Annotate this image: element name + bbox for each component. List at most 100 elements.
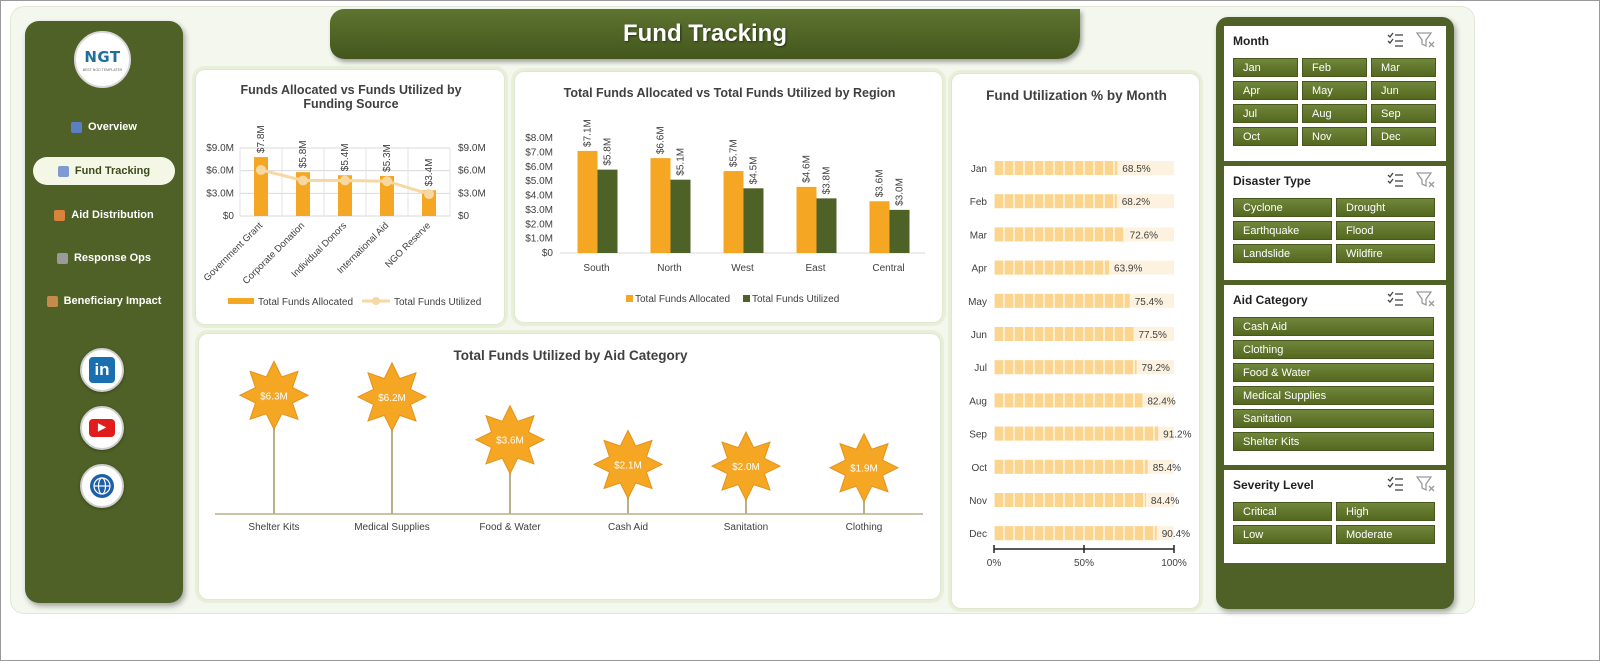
clear-filter-icon[interactable]	[1415, 31, 1436, 54]
legend-swatch-utilized	[743, 295, 750, 302]
sidebar-item-beneficiary-impact[interactable]: Beneficiary Impact	[33, 287, 175, 315]
legend-marker-utilized	[372, 297, 380, 305]
slicer-option-low[interactable]: Low	[1233, 525, 1332, 544]
bar-allocated	[338, 175, 352, 216]
multi-select-icon[interactable]	[1386, 171, 1404, 194]
bar-allocated	[796, 186, 817, 253]
bar-value	[994, 260, 1110, 275]
data-label: $3.0M	[895, 178, 906, 206]
slicer-option-cyclone[interactable]: Cyclone	[1233, 198, 1332, 217]
sidebar-item-response-ops[interactable]: Response Ops	[33, 244, 175, 272]
y-tick-label: $3.0M	[525, 205, 553, 216]
slicer-option-high[interactable]: High	[1336, 502, 1435, 521]
aid-category-chart: $6.3M Shelter Kits $6.2M Medical Supplies $3…	[215, 360, 923, 533]
multi-select-icon[interactable]	[1386, 31, 1404, 54]
x-tick-label: Clothing	[846, 522, 883, 533]
multi-select-icon[interactable]	[1386, 475, 1404, 498]
slicer-option-critical[interactable]: Critical	[1233, 502, 1332, 521]
legend-label: Total Funds Allocated	[635, 294, 730, 305]
y-tick-label: $6.0M	[206, 166, 234, 177]
bar-allocated	[723, 171, 744, 253]
slicer-option-jan[interactable]: Jan	[1233, 58, 1298, 77]
slicer-option-flood[interactable]: Flood	[1336, 221, 1435, 240]
slicer-option-may[interactable]: May	[1302, 81, 1367, 100]
y-tick-label: Oct	[971, 463, 987, 474]
y-tick-label: $6.0M	[458, 166, 486, 177]
data-label: $5.4M	[340, 143, 351, 171]
lollipop-star	[828, 432, 900, 503]
clipboard-icon	[46, 295, 58, 307]
linkedin-icon[interactable]: in	[80, 348, 124, 392]
clear-filter-icon[interactable]	[1415, 475, 1436, 498]
data-label: 77.5%	[1139, 330, 1167, 341]
slicer-option-landslide[interactable]: Landslide	[1233, 244, 1332, 263]
data-label: $1.9M	[850, 464, 878, 475]
chart-title: Funds Allocated vs Funds Utilized by Fun…	[240, 83, 462, 111]
y-tick-label: $0	[458, 211, 470, 222]
chart-title: Total Funds Utilized by Aid Category	[453, 348, 688, 363]
data-label: 75.4%	[1135, 297, 1163, 308]
multi-select-icon[interactable]	[1386, 290, 1404, 313]
slicer-option-medical-supplies[interactable]: Medical Supplies	[1233, 386, 1434, 405]
data-label: 82.4%	[1147, 396, 1175, 407]
clear-filter-icon[interactable]	[1415, 290, 1436, 313]
slicer-option-shelter-kits[interactable]: Shelter Kits	[1233, 432, 1434, 451]
slicer-option-nov[interactable]: Nov	[1302, 127, 1367, 146]
data-label: $5.8M	[298, 140, 309, 168]
x-tick-label: 0%	[987, 558, 1002, 569]
slicer-option-oct[interactable]: Oct	[1233, 127, 1298, 146]
slicer-toolbar	[1386, 171, 1436, 194]
data-label: $3.6M	[875, 169, 886, 197]
gear-icon	[56, 252, 68, 264]
slicer-toolbar	[1386, 31, 1436, 54]
bar-utilized	[816, 198, 837, 253]
data-label: 90.4%	[1162, 529, 1190, 540]
slicer-aid-category: Aid Category Cash Aid Clothing Food & Water…	[1224, 285, 1446, 465]
sidebar-item-label: Aid Distribution	[71, 209, 154, 221]
sidebar-item-fund-tracking[interactable]: Fund Tracking	[33, 157, 175, 185]
slicer-option-feb[interactable]: Feb	[1302, 58, 1367, 77]
sidebar-item-overview[interactable]: Overview	[33, 113, 175, 141]
slicer-panel: Month Jan Feb Mar Apr May Jun Jul Aug Sep Oct Nov De…	[1216, 17, 1454, 609]
y-tick-label: Apr	[971, 264, 987, 275]
slicer-option-sanitation[interactable]: Sanitation	[1233, 409, 1434, 428]
y-tick-label: Sep	[969, 430, 987, 441]
slicer-option-clothing[interactable]: Clothing	[1233, 340, 1434, 359]
y-tick-label: Nov	[969, 496, 987, 507]
chart-title: Total Funds Allocated vs Total Funds Uti…	[563, 86, 896, 100]
slicer-option-food-water[interactable]: Food & Water	[1233, 363, 1434, 382]
sidebar-item-aid-distribution[interactable]: Aid Distribution	[33, 201, 175, 229]
slicer-option-jul[interactable]: Jul	[1233, 104, 1298, 123]
bar-allocated	[650, 158, 671, 253]
data-label: $5.3M	[382, 144, 393, 172]
y-tick-label: $1.0M	[525, 234, 553, 245]
clear-filter-icon[interactable]	[1415, 171, 1436, 194]
sidebar-item-label: Beneficiary Impact	[63, 295, 162, 307]
y-tick-label: Jan	[971, 164, 987, 175]
slicer-toolbar	[1386, 290, 1436, 313]
globe-icon[interactable]	[80, 464, 124, 508]
slicer-option-cash-aid[interactable]: Cash Aid	[1233, 317, 1434, 336]
data-label: $6.6M	[656, 126, 667, 154]
slicer-option-moderate[interactable]: Moderate	[1336, 525, 1435, 544]
youtube-icon[interactable]: ▶	[80, 406, 124, 450]
data-label: 79.2%	[1142, 363, 1170, 374]
bar-value	[994, 161, 1118, 175]
chart-card-region: Total Funds Allocated vs Total Funds Uti…	[514, 71, 943, 323]
slicer-option-sep[interactable]: Sep	[1371, 104, 1436, 123]
data-label: $2.0M	[732, 462, 760, 473]
y-tick-label: Dec	[969, 529, 987, 540]
bar-value	[994, 393, 1143, 408]
slicer-option-earthquake[interactable]: Earthquake	[1233, 221, 1332, 240]
bar-value	[994, 493, 1146, 507]
slicer-option-drought[interactable]: Drought	[1336, 198, 1435, 217]
slicer-option-aug[interactable]: Aug	[1302, 104, 1367, 123]
slicer-option-dec[interactable]: Dec	[1371, 127, 1436, 146]
slicer-option-apr[interactable]: Apr	[1233, 81, 1298, 100]
x-tick-label: 50%	[1074, 558, 1094, 569]
slicer-option-wildfire[interactable]: Wildfire	[1336, 244, 1435, 263]
funding-source-chart: $9.0M$6.0M$3.0M$0$9.0M$6.0M$3.0M$0$7.8MG…	[202, 125, 486, 308]
slicer-option-jun[interactable]: Jun	[1371, 81, 1436, 100]
y-tick-label: Jun	[971, 330, 987, 341]
slicer-option-mar[interactable]: Mar	[1371, 58, 1436, 77]
